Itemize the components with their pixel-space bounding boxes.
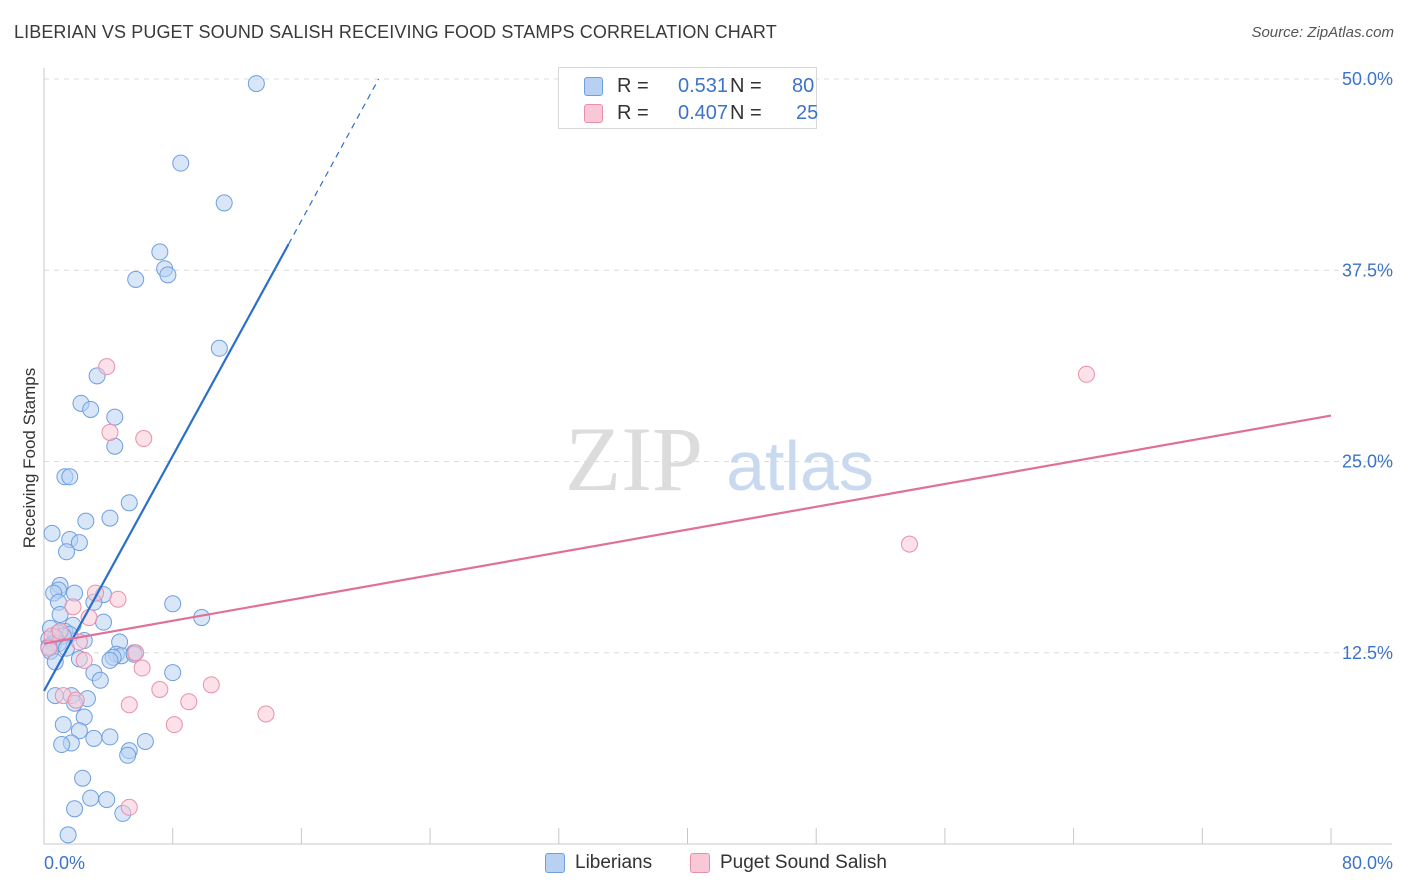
liberians-point [247,75,265,93]
liberians-point [82,400,100,418]
chart-title: LIBERIAN VS PUGET SOUND SALISH RECEIVING… [14,22,777,42]
liberians-point [85,729,103,747]
liberians-point [159,266,177,284]
liberians-point [77,512,95,530]
r-value: 0.407 [678,102,729,124]
watermark-zip: ZIP [565,408,703,510]
liberians-point [70,534,88,552]
liberians-point [136,732,154,750]
liberians-point [66,800,84,818]
liberians-point [101,509,119,527]
liberians-point [95,613,113,631]
salish-legend-swatch [690,853,710,873]
liberians-trend-extension [288,78,380,245]
liberians-point [120,494,138,512]
y-tick-label: 50.0% [1342,69,1393,89]
liberians-point [54,716,72,734]
liberians-legend-label: Liberians [575,852,653,873]
r-label: R = [617,102,649,124]
liberians-point [101,728,119,746]
liberians-point [119,746,137,764]
liberians-point [58,543,76,561]
salish-trend-line [43,414,1332,645]
n-value: 25 [796,102,819,124]
salish-point [1077,365,1095,383]
liberians-point [210,339,228,357]
n-label: N = [730,102,762,124]
liberians-point [74,769,92,787]
salish-legend-label: Puget Sound Salish [720,852,887,873]
x-tick-label: 0.0% [44,853,85,873]
y-tick-label: 12.5% [1342,643,1393,663]
salish-point [133,659,151,677]
source-label: Source: ZipAtlas.com [1251,24,1394,41]
salish-point [165,716,183,734]
x-tick-label: 80.0% [1342,853,1393,873]
salish-point [75,651,93,669]
n-label: N = [730,75,762,97]
liberians-point [98,791,116,809]
salish-point [127,644,145,662]
stats-legend: R = 0.531 N = 80 R = 0.407 N = 25 [558,67,819,129]
salish-point [151,680,169,698]
liberians-point [61,468,79,486]
liberians-point [127,270,145,288]
liberians-swatch [584,77,603,96]
liberians-point [106,408,124,426]
y-axis-title: Receiving Food Stamps [20,367,39,549]
liberians-point [215,194,233,212]
liberians-point [70,722,88,740]
liberians-point [43,524,61,542]
salish-swatch [584,104,603,123]
salish-point [180,693,198,711]
salish-point [257,705,275,723]
liberians-point [59,826,77,844]
liberians-point [82,789,100,807]
tick-labels: 12.5% 25.0% 37.5% 50.0% 0.0% 80.0% [44,69,1393,873]
salish-point [120,696,138,714]
liberians-point [51,606,69,623]
liberians-point [91,671,109,689]
r-value: 0.531 [678,75,729,97]
n-value: 80 [792,75,815,97]
grid-lines [44,78,1392,654]
watermark: ZIP atlas [565,408,874,510]
r-label: R = [617,75,649,97]
salish-point [135,430,153,448]
axes [43,68,1392,845]
salish-point [67,691,85,709]
liberians-trend-line [43,243,290,692]
salish-point [901,535,919,553]
salish-point [98,358,116,376]
salish-point [202,676,220,694]
y-tick-label: 25.0% [1342,452,1393,472]
liberians-point [53,736,71,754]
trend-lines [43,78,1332,692]
liberians-point [151,243,169,261]
salish-point [120,798,138,816]
salish-point [101,423,119,441]
liberians-legend-swatch [545,853,565,873]
salish-point [109,590,127,608]
y-tick-label: 37.5% [1342,260,1393,280]
liberians-point [164,595,182,613]
watermark-atlas: atlas [726,427,874,505]
salish-point [64,598,82,616]
salish-point [51,622,69,640]
liberians-point [172,154,190,172]
liberians-point [101,651,119,669]
liberians-point [164,664,182,682]
